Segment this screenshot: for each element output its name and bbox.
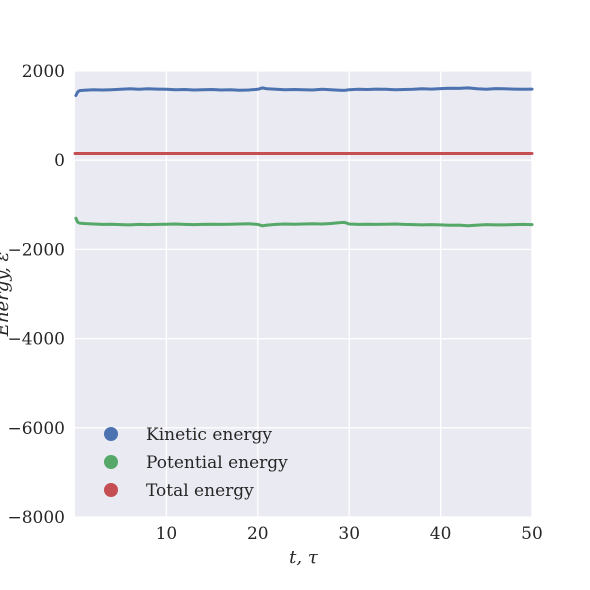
legend-marker-1	[104, 455, 118, 469]
y-tick-label: −2000	[7, 240, 65, 260]
series-line-0	[74, 86, 534, 97]
x-tick-label: 40	[430, 524, 452, 544]
grid-lines	[75, 70, 533, 518]
y-tick-label: −6000	[7, 419, 65, 439]
legend-marker-0	[104, 427, 118, 441]
axis-ticks: 10 20 30 40 50 2000 0 −2000 −4000 −6000 −8000	[7, 62, 542, 544]
legend-label-2: Total energy	[146, 481, 254, 501]
legend: Kinetic energy Potential energy Total ener…	[104, 425, 288, 501]
x-tick-label: 50	[521, 524, 543, 544]
y-tick-label: 0	[54, 151, 65, 171]
legend-marker-2	[104, 483, 118, 497]
series-layer	[73, 86, 534, 228]
y-tick-label: −8000	[7, 508, 65, 528]
legend-label-1: Potential energy	[146, 453, 288, 473]
legend-label-0: Kinetic energy	[146, 425, 272, 445]
y-axis-label: Energy, ε	[0, 252, 13, 337]
x-axis-label: t, τ	[289, 547, 319, 568]
series-line-1	[74, 216, 534, 228]
x-tick-label: 30	[338, 524, 360, 544]
x-tick-label: 10	[156, 524, 178, 544]
x-tick-label: 20	[247, 524, 269, 544]
y-tick-label: 2000	[22, 62, 65, 82]
plot-area	[75, 71, 532, 517]
y-tick-label: −4000	[7, 330, 65, 350]
